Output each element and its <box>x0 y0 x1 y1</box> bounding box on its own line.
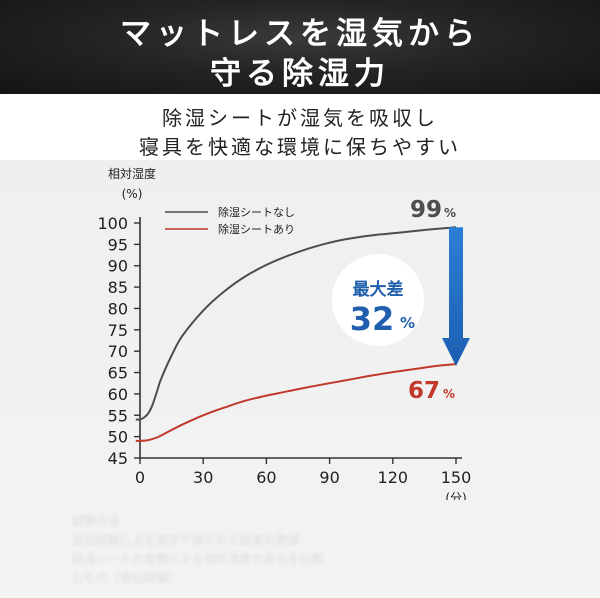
y-axis-label: 相対湿度 <box>108 166 156 181</box>
series-line-with-sheet <box>135 363 457 442</box>
footnote-line3: 除湿シートの有無による相対湿度の変化を比較 <box>72 552 324 566</box>
subheading-line2: 寝具を快適な環境に保ちやすい <box>139 135 461 159</box>
chart-area: 45 50 55 60 65 70 75 80 85 90 95 100 0 30 60 90 120 150 相対… <box>0 160 600 598</box>
footnote-line4: たもの（自社試験） <box>72 571 181 585</box>
y-tick-label: 45 <box>108 449 128 468</box>
series-line-without-sheet <box>135 226 457 421</box>
difference-arrow <box>442 227 470 366</box>
end-value-without-label: 99 <box>410 197 442 223</box>
y-tick-label: 100 <box>97 214 128 233</box>
y-axis-unit-label: (%) <box>122 187 143 201</box>
subheading-line1: 除湿シートが湿気を吸収し <box>162 106 438 130</box>
y-tick-label: 90 <box>108 257 128 276</box>
callout-value: 32 <box>350 300 395 338</box>
series-group <box>135 226 457 442</box>
callout-circle <box>332 254 424 346</box>
callout-unit: % <box>400 314 415 332</box>
y-tick-label: 95 <box>108 235 128 254</box>
x-tick-label: 30 <box>193 468 213 487</box>
footnote-line1: 試験方法 <box>72 514 121 528</box>
legend-label-without: 除湿シートなし <box>218 205 295 219</box>
y-tick-label: 55 <box>108 406 128 425</box>
header-banner: マットレスを湿気から 守る除湿力 <box>0 0 600 94</box>
y-tick-label: 70 <box>108 342 128 361</box>
end-value-without-unit: % <box>444 206 456 220</box>
blurred-footnote: 試験方法 自社試験による測定で得られた結果の数値 除湿シートの有無による相対湿度… <box>72 512 512 588</box>
subheading: 除湿シートが湿気を吸収し 寝具を快適な環境に保ちやすい <box>0 94 600 160</box>
y-tick-label: 85 <box>108 278 128 297</box>
y-tick-label: 80 <box>108 299 128 318</box>
y-tick-label: 65 <box>108 364 128 383</box>
end-value-with-label: 67 <box>408 378 440 404</box>
legend-label-with: 除湿シートあり <box>218 222 295 236</box>
humidity-chart: 45 50 55 60 65 70 75 80 85 90 95 100 0 30 60 90 120 150 相対… <box>97 166 472 505</box>
footnote-line2: 自社試験による測定で得られた結果の数値 <box>72 533 300 547</box>
header-title-line1: マットレスを湿気から <box>120 16 480 52</box>
y-tick-label: 75 <box>108 321 128 340</box>
axes: 45 50 55 60 65 70 75 80 85 90 95 100 0 30 60 90 120 150 相対… <box>97 166 472 505</box>
x-tick-label: 90 <box>319 468 339 487</box>
x-tick-label: 0 <box>135 468 145 487</box>
callout-label: 最大差 <box>353 279 404 300</box>
x-axis-label: (分) <box>445 491 466 500</box>
end-value-with-unit: % <box>443 387 455 401</box>
x-tick-label: 120 <box>378 468 409 487</box>
x-tick-label: 150 <box>441 468 472 487</box>
y-tick-label: 60 <box>108 385 128 404</box>
header-title-line2: 守る除湿力 <box>210 56 390 92</box>
y-tick-label: 50 <box>108 428 128 447</box>
x-tick-label: 60 <box>256 468 276 487</box>
